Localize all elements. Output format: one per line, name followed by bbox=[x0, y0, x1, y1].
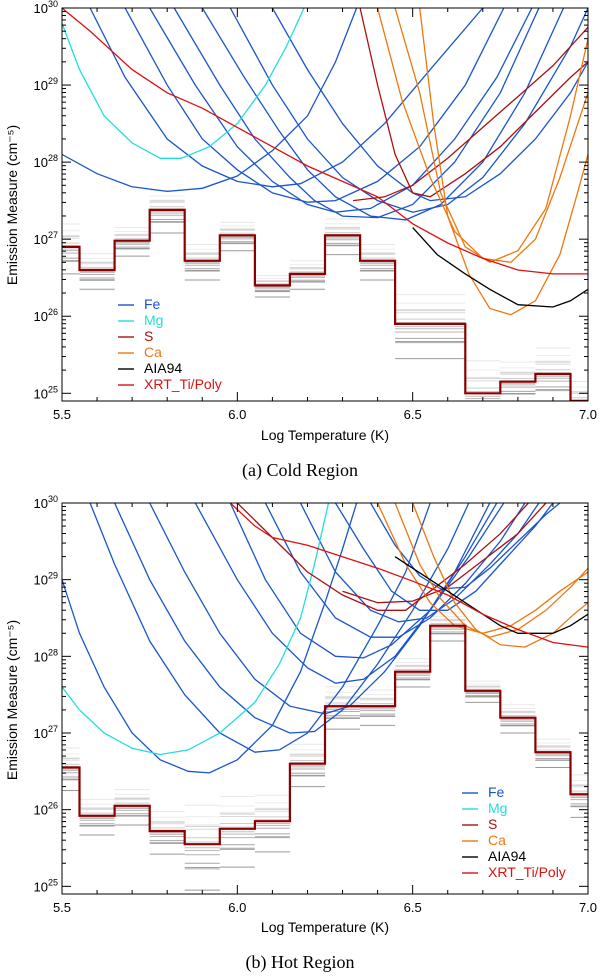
y-tick-label-cold-3: 1028 bbox=[34, 153, 58, 170]
locus-curve-fe-cold-6 bbox=[229, 8, 588, 213]
legend-label-hot-3: Ca bbox=[488, 832, 506, 848]
locus-curve-fe-hot-1 bbox=[89, 503, 431, 753]
y-tick-label-cold-2: 1027 bbox=[34, 230, 58, 247]
caption-hot-region: (b) Hot Region bbox=[246, 952, 355, 973]
panel-hot-region: 5.5 6.0 6.5 7.0 1025 1026 1027 1028 1029 1030 Log… bbox=[4, 494, 597, 973]
legend-label-cold-4: AIA94 bbox=[144, 360, 182, 376]
locus-curve-ca-cold-2 bbox=[419, 8, 588, 316]
x-tick-label-hot-0: 5.5 bbox=[53, 900, 71, 915]
axes-ticks-cold: 5.5 6.0 6.5 7.0 1025 1026 1027 1028 1029 1030 bbox=[34, 0, 598, 422]
axes-ticks-hot: 5.5 6.0 6.5 7.0 1025 1026 1027 1028 1029 1030 bbox=[34, 494, 598, 915]
locus-curve-fe-cold-2 bbox=[124, 8, 505, 203]
locus-curve-fe-cold-0 bbox=[62, 8, 358, 193]
panel-cold-region: 5.5 6.0 6.5 7.0 1025 1026 1027 1028 1029 1030 Log… bbox=[4, 0, 597, 481]
x-axis-label-cold: Log Temperature (K) bbox=[261, 427, 389, 443]
legend-label-cold-3: Ca bbox=[144, 344, 162, 360]
y-tick-label-cold-1: 1026 bbox=[34, 307, 58, 324]
locus-curve-xrttipoly-cold-0 bbox=[62, 8, 588, 275]
locus-curve-s-hot-0 bbox=[236, 503, 529, 611]
locus-curve-fe-hot-6 bbox=[264, 503, 526, 638]
plot-area-hot bbox=[62, 503, 588, 891]
dem-best-fit-hot bbox=[62, 624, 588, 846]
locus-curve-aia94-hot-0 bbox=[394, 556, 588, 634]
caption-cold-region: (a) Cold Region bbox=[242, 460, 358, 481]
locus-curve-fe-hot-3 bbox=[149, 503, 491, 715]
x-tick-label-cold-2: 6.5 bbox=[404, 407, 422, 422]
legend-label-cold-2: S bbox=[144, 328, 153, 344]
y-tick-label-hot-2: 1027 bbox=[34, 724, 58, 741]
locus-curve-fe-hot-0 bbox=[62, 503, 358, 774]
locus-curve-fe-hot-9 bbox=[370, 503, 561, 590]
dem-best-fit-cold bbox=[62, 208, 588, 401]
y-axis-label-hot: Emission Measure (cm⁻⁵) bbox=[4, 620, 20, 780]
y-tick-label-hot-3: 1028 bbox=[34, 647, 58, 664]
locus-curve-ca-hot-2 bbox=[412, 503, 588, 648]
axes-frame-hot bbox=[61, 502, 589, 895]
locus-curve-fe-cold-1 bbox=[89, 8, 484, 188]
x-tick-label-hot-2: 6.5 bbox=[404, 900, 422, 915]
locus-curve-fe-hot-7 bbox=[299, 503, 540, 623]
locus-curve-xrttipoly-hot-0 bbox=[229, 503, 588, 648]
locus-curve-fe-cold-5 bbox=[201, 8, 565, 221]
locus-curve-s-cold-1 bbox=[353, 26, 588, 202]
locus-curve-ca-cold-1 bbox=[394, 8, 588, 264]
x-tick-label-cold-1: 6.0 bbox=[228, 407, 246, 422]
locus-curve-fe-hot-8 bbox=[334, 503, 554, 611]
locus-curve-aia94-cold-0 bbox=[412, 227, 588, 308]
legend-label-cold-5: XRT_Ti/Poly bbox=[144, 376, 222, 392]
locus-curve-mg-hot-0 bbox=[62, 503, 330, 756]
legend-label-hot-4: AIA94 bbox=[488, 848, 526, 864]
legend-label-hot-0: Fe bbox=[488, 784, 505, 800]
legend-label-hot-2: S bbox=[488, 816, 497, 832]
y-tick-label-cold-0: 1025 bbox=[34, 384, 58, 401]
x-axis-label-hot: Log Temperature (K) bbox=[261, 919, 389, 935]
locus-curve-fe-cold-7 bbox=[271, 8, 588, 202]
axes-frame-cold bbox=[61, 7, 589, 402]
y-tick-label-cold-4: 1029 bbox=[34, 76, 58, 93]
legend-label-cold-1: Mg bbox=[144, 312, 163, 328]
locus-curve-fe-hot-4 bbox=[194, 503, 498, 684]
legend-label-hot-1: Mg bbox=[488, 800, 507, 816]
locus-curve-ca-hot-1 bbox=[394, 503, 588, 638]
x-tick-label-hot-1: 6.0 bbox=[228, 900, 246, 915]
y-tick-label-hot-0: 1025 bbox=[34, 877, 58, 894]
y-tick-label-cold-5: 1030 bbox=[34, 0, 58, 16]
legend-label-hot-5: XRT_Ti/Poly bbox=[488, 864, 566, 880]
x-tick-label-hot-3: 7.0 bbox=[579, 900, 597, 915]
x-tick-label-cold-3: 7.0 bbox=[579, 407, 597, 422]
y-axis-label-cold: Emission Measure (cm⁻⁵) bbox=[4, 125, 20, 285]
locus-curve-fe-hot-5 bbox=[229, 503, 505, 659]
locus-curve-ca-cold-0 bbox=[376, 8, 588, 263]
y-tick-label-hot-5: 1030 bbox=[34, 494, 58, 511]
plot-area-cold bbox=[62, 8, 588, 401]
x-tick-label-cold-0: 5.5 bbox=[53, 407, 71, 422]
legend-label-cold-0: Fe bbox=[144, 296, 161, 312]
y-tick-label-hot-1: 1026 bbox=[34, 801, 58, 818]
y-tick-label-hot-4: 1029 bbox=[34, 571, 58, 588]
locus-curve-mg-cold-0 bbox=[62, 8, 305, 159]
locus-curve-s-cold-0 bbox=[359, 8, 588, 198]
